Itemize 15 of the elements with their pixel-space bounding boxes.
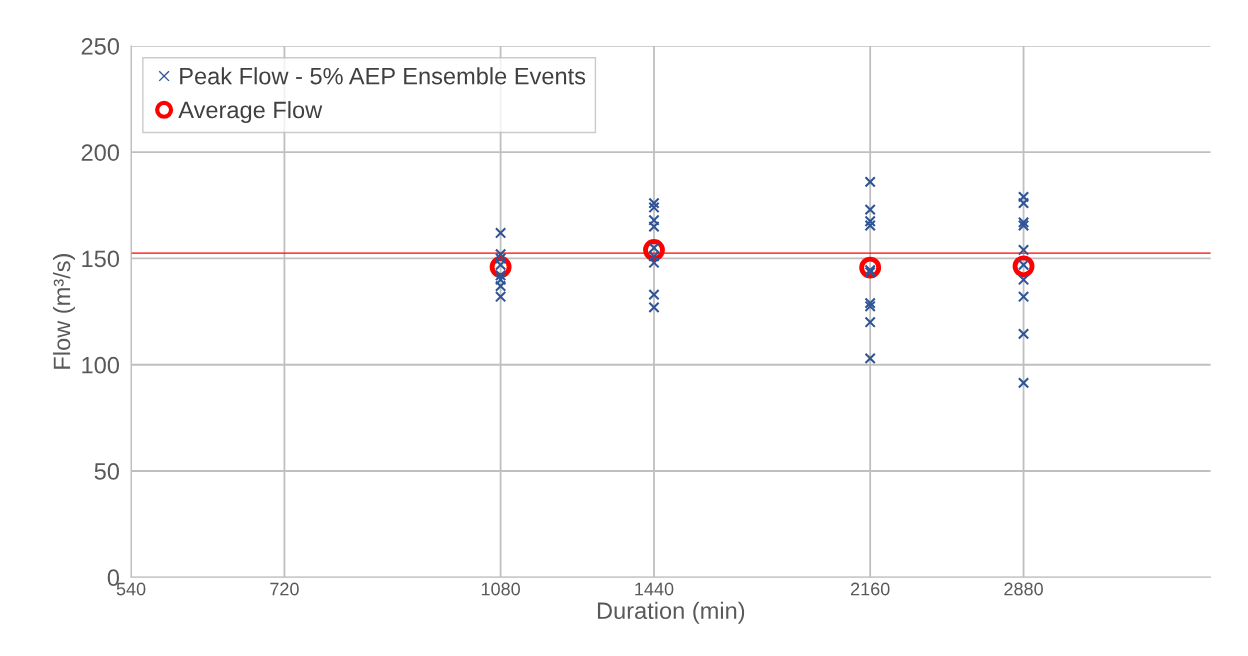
legend-label: Peak Flow - 5% AEP Ensemble Events	[180, 67, 586, 85]
x-tick-label: 720	[270, 582, 299, 596]
y-tick-label: 250	[81, 37, 120, 55]
y-tick-label: 50	[94, 463, 120, 480]
x-axis-title: Duration (min)	[597, 601, 745, 624]
y-tick-label: 200	[81, 144, 120, 161]
x-tick-label: 1080	[481, 582, 520, 596]
x-tick-label: 2160	[850, 582, 890, 596]
y-axis-title: Flow (m³/s)	[52, 254, 75, 369]
x-tick-label: 540	[116, 582, 146, 596]
legend-label: Average Flow	[178, 100, 323, 123]
y-tick-label: 100	[82, 356, 120, 374]
x-tick-label: 1440	[635, 582, 674, 596]
y-tick-label: 150	[82, 250, 120, 268]
x-tick-label: 2880	[1004, 582, 1043, 596]
